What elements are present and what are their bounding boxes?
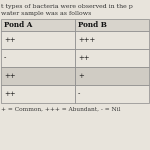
Text: +++: +++ [78,36,95,44]
Bar [75,49,149,67]
Bar [1,31,75,49]
Bar [75,67,149,85]
Bar [75,19,149,31]
Text: -: - [78,90,80,98]
Text: t types of bacteria were observed in the p: t types of bacteria were observed in the… [1,4,133,9]
Text: + = Common, +++ = Abundant, - = Nil: + = Common, +++ = Abundant, - = Nil [1,107,120,112]
Text: -: - [4,54,6,62]
Text: ++: ++ [78,54,90,62]
Bar [1,19,75,31]
Text: Pond A: Pond A [4,21,32,29]
Text: +: + [78,72,84,80]
Bar [75,85,149,103]
Text: ++: ++ [4,36,15,44]
Text: water sample was as follows: water sample was as follows [1,11,91,16]
Bar [1,85,75,103]
Text: ++: ++ [4,90,15,98]
Text: ++: ++ [4,72,15,80]
Bar [1,67,75,85]
Bar [1,49,75,67]
Bar [75,31,149,49]
Text: Pond B: Pond B [78,21,107,29]
